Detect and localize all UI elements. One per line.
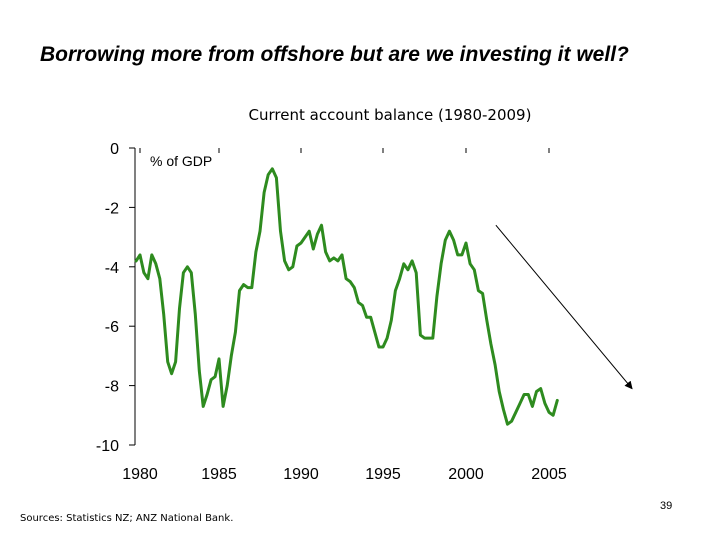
sources-note: Sources: Statistics NZ; ANZ National Ban… <box>20 513 234 524</box>
x-tick-label: 1980 <box>122 466 158 483</box>
chart-title: Current account balance (1980-2009) <box>248 106 532 124</box>
x-tick-label: 1985 <box>201 466 237 483</box>
y-tick-label: -4 <box>105 260 119 277</box>
y-tick-label: -8 <box>105 379 119 396</box>
x-tick-label: 1995 <box>365 466 401 483</box>
x-tick-label: 2000 <box>448 466 484 483</box>
y-tick-label: -2 <box>105 200 119 217</box>
slide-title: Borrowing more from offshore but are we … <box>40 43 629 66</box>
y-tick-label: -10 <box>96 438 119 455</box>
trend-arrow <box>495 224 633 390</box>
y-tick-label: 0 <box>110 141 119 158</box>
series-line-0 <box>134 167 559 426</box>
y-tick-label: -6 <box>105 319 119 336</box>
unit-label: % of GDP <box>150 153 212 169</box>
x-tick-label: 2005 <box>531 466 567 483</box>
x-tick-label: 1990 <box>283 466 319 483</box>
page-number: 39 <box>660 500 673 512</box>
